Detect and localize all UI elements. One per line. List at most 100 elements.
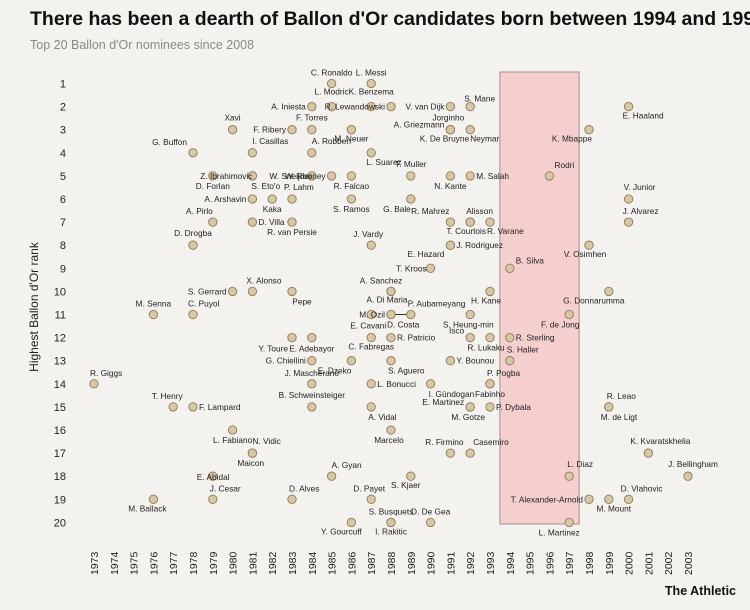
point-label: Rodri — [554, 160, 574, 170]
scatter-point — [247, 148, 258, 158]
x-tick-label: 2002 — [663, 551, 675, 575]
point-label: M. Ozil — [359, 310, 385, 320]
point-label: L. Fabiano — [213, 435, 253, 445]
scatter-point — [425, 517, 436, 528]
scatter-point — [485, 402, 495, 412]
scatter-point — [267, 194, 277, 204]
scatter-point — [643, 448, 654, 458]
x-tick-label: 1997 — [564, 551, 576, 575]
point-label: R. Varane — [487, 226, 524, 236]
scatter-point — [406, 471, 416, 481]
point-label: L. Suarez — [366, 157, 402, 167]
point-label: S. Aguero — [388, 366, 425, 376]
point-label: I. Casillas — [252, 136, 288, 146]
x-tick-label: 1974 — [109, 551, 121, 575]
point-label: R. Falcao — [334, 181, 370, 191]
point-label: A. Vidal — [368, 412, 397, 422]
point-label: M. Mount — [597, 503, 632, 513]
scatter-point — [584, 240, 594, 250]
point-label: M. Senna — [136, 299, 172, 309]
scatter-point — [406, 171, 416, 181]
point-label: M. Ballack — [128, 503, 167, 513]
point-label: D. Alves — [289, 483, 319, 493]
point-label: A. Griezmann — [394, 120, 445, 130]
point-label: S. Busquets — [369, 506, 414, 516]
scatter-point — [307, 125, 317, 135]
y-tick-label: 14 — [54, 379, 66, 391]
scatter-point — [346, 171, 357, 181]
point-label: J. Mascherano — [285, 368, 340, 378]
y-tick-label: 10 — [54, 286, 66, 298]
scatter-point — [208, 171, 218, 181]
point-label: S. Kjaer — [391, 480, 421, 490]
scatter-point — [604, 286, 614, 297]
point-label: F. Ribery — [253, 125, 287, 135]
x-tick-label: 1990 — [426, 551, 438, 575]
point-label: L. Diaz — [567, 459, 593, 469]
point-label: H. Kane — [471, 295, 501, 305]
scatter-point — [604, 402, 614, 412]
point-label: T. Courtois — [446, 226, 486, 236]
scatter-point — [307, 101, 317, 112]
point-label: W. Rooney — [285, 171, 326, 181]
y-tick-label: 6 — [60, 194, 66, 206]
scatter-point — [485, 379, 495, 389]
scatter-point — [505, 263, 515, 273]
point-label: E. Martinez — [422, 397, 464, 407]
point-label: Pepe — [292, 296, 312, 306]
point-label: P. Aubameyang — [408, 299, 466, 309]
point-label: T. Muller — [395, 159, 427, 169]
scatter-point — [247, 171, 258, 181]
point-label: K. Kvaratskhelia — [630, 436, 690, 446]
point-label: G. Chiellini — [266, 356, 306, 366]
point-label: A. Sanchez — [360, 275, 402, 285]
scatter-point — [346, 194, 357, 204]
x-tick-label: 1985 — [327, 551, 339, 575]
scatter-point — [465, 217, 475, 227]
x-tick-label: 1999 — [604, 551, 616, 575]
point-label: I. Gündogan — [429, 389, 475, 399]
point-label: D. Drogba — [174, 228, 212, 238]
scatter-point — [168, 402, 178, 412]
scatter-point — [366, 379, 376, 389]
x-tick-label: 1998 — [584, 551, 596, 575]
point-label: C. Fabregas — [348, 342, 394, 352]
point-label: T. Henry — [152, 391, 184, 401]
scatter-point — [208, 217, 218, 227]
point-label: M. Neuer — [334, 134, 368, 144]
scatter-point — [386, 425, 396, 435]
scatter-point — [465, 332, 475, 343]
point-label: R. Leao — [607, 391, 636, 401]
point-label: S. Mane — [464, 94, 495, 104]
scatter-point — [445, 101, 456, 112]
scatter-point — [307, 171, 317, 181]
scatter-point — [485, 217, 495, 227]
point-label: E. Cavani — [350, 321, 386, 331]
scatter-point — [623, 194, 634, 204]
x-tick-label: 1978 — [188, 551, 200, 575]
point-label: Fabinho — [475, 389, 505, 399]
point-label: J. Cesar — [210, 483, 241, 493]
point-label: R. Lukaku — [467, 343, 505, 353]
scatter-point — [584, 125, 594, 135]
scatter-point — [386, 286, 396, 297]
point-label: E. Hazard — [408, 249, 445, 259]
y-tick-label: 20 — [54, 517, 66, 529]
scatter-point — [307, 332, 317, 343]
scatter-point — [366, 240, 376, 250]
point-label: A. Arshavin — [204, 194, 246, 204]
x-tick-label: 1975 — [129, 551, 141, 575]
y-tick-label: 11 — [55, 310, 66, 322]
scatter-point — [465, 402, 475, 412]
point-label: A. Di Maria — [366, 294, 407, 304]
scatter-point — [445, 240, 456, 250]
scatter-point — [287, 125, 297, 135]
point-label: Alisson — [466, 206, 493, 216]
y-tick-label: 13 — [54, 356, 66, 368]
point-label: N. Vidic — [252, 436, 280, 446]
point-label: T. Kroos — [396, 263, 426, 273]
y-tick-label: 5 — [60, 171, 66, 183]
point-label: R. Lewandowski — [325, 102, 386, 112]
x-tick-label: 1986 — [346, 551, 358, 575]
